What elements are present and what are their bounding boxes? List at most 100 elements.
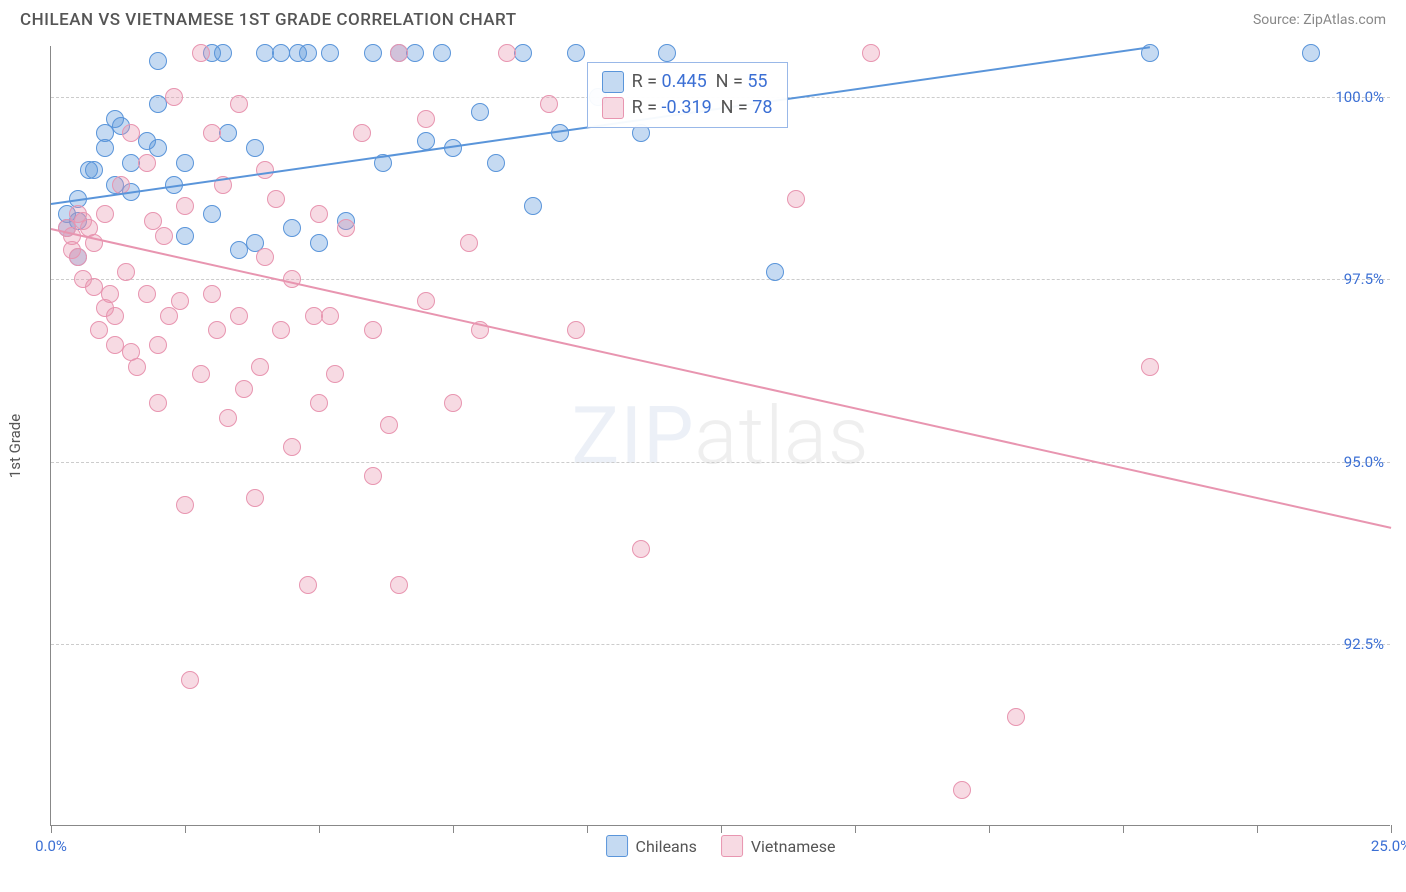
gridline xyxy=(51,462,1390,463)
data-point xyxy=(417,110,435,128)
data-point xyxy=(138,285,156,303)
data-point xyxy=(310,205,328,223)
data-point xyxy=(353,124,371,142)
data-point xyxy=(498,44,516,62)
legend-swatch xyxy=(721,835,743,857)
legend-item: Chileans xyxy=(606,835,697,857)
xtick xyxy=(1391,825,1392,833)
data-point xyxy=(214,44,232,62)
data-point xyxy=(1302,44,1320,62)
xtick xyxy=(319,825,320,833)
data-point xyxy=(101,285,119,303)
data-point xyxy=(299,44,317,62)
data-point xyxy=(551,124,569,142)
data-point xyxy=(299,576,317,594)
data-point xyxy=(540,95,558,113)
legend-stats: R = -0.319 N = 78 xyxy=(632,97,773,118)
data-point xyxy=(128,358,146,376)
data-point xyxy=(235,380,253,398)
data-point xyxy=(138,154,156,172)
data-point xyxy=(364,321,382,339)
data-point xyxy=(230,95,248,113)
xtick xyxy=(855,825,856,833)
data-point xyxy=(246,489,264,507)
data-point xyxy=(444,394,462,412)
data-point xyxy=(953,781,971,799)
ytick-label: 97.5% xyxy=(1344,270,1384,288)
data-point xyxy=(176,197,194,215)
data-point xyxy=(364,44,382,62)
data-point xyxy=(96,205,114,223)
data-point xyxy=(766,263,784,281)
y-axis-label: 1st Grade xyxy=(6,414,24,478)
data-point xyxy=(112,176,130,194)
legend-row: R = -0.319 N = 78 xyxy=(602,95,773,121)
data-point xyxy=(80,161,98,179)
legend-swatch xyxy=(602,97,624,119)
data-point xyxy=(514,44,532,62)
xtick xyxy=(1123,825,1124,833)
legend-stats: R = 0.445 N = 55 xyxy=(632,71,768,92)
data-point xyxy=(406,44,424,62)
watermark-thin: atlas xyxy=(695,389,870,483)
data-point xyxy=(230,307,248,325)
legend-item: Vietnamese xyxy=(721,835,836,857)
data-point xyxy=(165,88,183,106)
data-point xyxy=(283,219,301,237)
data-point xyxy=(380,416,398,434)
gridline xyxy=(51,644,1390,645)
chart-title: CHILEAN VS VIETNAMESE 1ST GRADE CORRELAT… xyxy=(20,10,517,30)
data-point xyxy=(305,307,323,325)
watermark-bold: ZIP xyxy=(571,389,694,483)
data-point xyxy=(219,124,237,142)
data-point xyxy=(471,103,489,121)
ytick-label: 100.0% xyxy=(1335,88,1384,106)
data-point xyxy=(460,234,478,252)
data-point xyxy=(390,44,408,62)
xtick xyxy=(587,825,588,833)
legend-inset: R = 0.445 N = 55 R = -0.319 N = 78 xyxy=(587,62,788,128)
data-point xyxy=(417,292,435,310)
xtick xyxy=(453,825,454,833)
data-point xyxy=(321,44,339,62)
trend-line xyxy=(51,228,1391,529)
data-point xyxy=(658,44,676,62)
data-point xyxy=(567,44,585,62)
legend-label: Chileans xyxy=(636,837,697,856)
xtick xyxy=(721,825,722,833)
xtick xyxy=(185,825,186,833)
data-point xyxy=(272,321,290,339)
data-point xyxy=(390,576,408,594)
gridline xyxy=(51,279,1390,280)
scatter-chart: ZIPatlas 92.5%95.0%97.5%100.0%0.0%25.0%R… xyxy=(50,46,1390,826)
data-point xyxy=(256,161,274,179)
xtick xyxy=(989,825,990,833)
data-point xyxy=(203,285,221,303)
data-point xyxy=(181,671,199,689)
ytick-label: 92.5% xyxy=(1344,635,1384,653)
xtick xyxy=(1257,825,1258,833)
data-point xyxy=(117,263,135,281)
legend-swatch xyxy=(602,71,624,93)
legend-bottom: Chileans Vietnamese xyxy=(606,835,836,857)
data-point xyxy=(632,540,650,558)
data-point xyxy=(122,124,140,142)
data-point xyxy=(337,219,355,237)
data-point xyxy=(192,44,210,62)
data-point xyxy=(251,358,269,376)
data-point xyxy=(246,139,264,157)
data-point xyxy=(90,321,108,339)
data-point xyxy=(321,307,339,325)
data-point xyxy=(364,467,382,485)
legend-row: R = 0.445 N = 55 xyxy=(602,69,773,95)
data-point xyxy=(171,292,189,310)
data-point xyxy=(256,248,274,266)
xtick-label: 25.0% xyxy=(1371,837,1406,855)
data-point xyxy=(106,307,124,325)
data-point xyxy=(74,270,92,288)
legend-swatch xyxy=(606,835,628,857)
data-point xyxy=(149,336,167,354)
data-point xyxy=(176,227,194,245)
data-point xyxy=(326,365,344,383)
data-point xyxy=(567,321,585,339)
